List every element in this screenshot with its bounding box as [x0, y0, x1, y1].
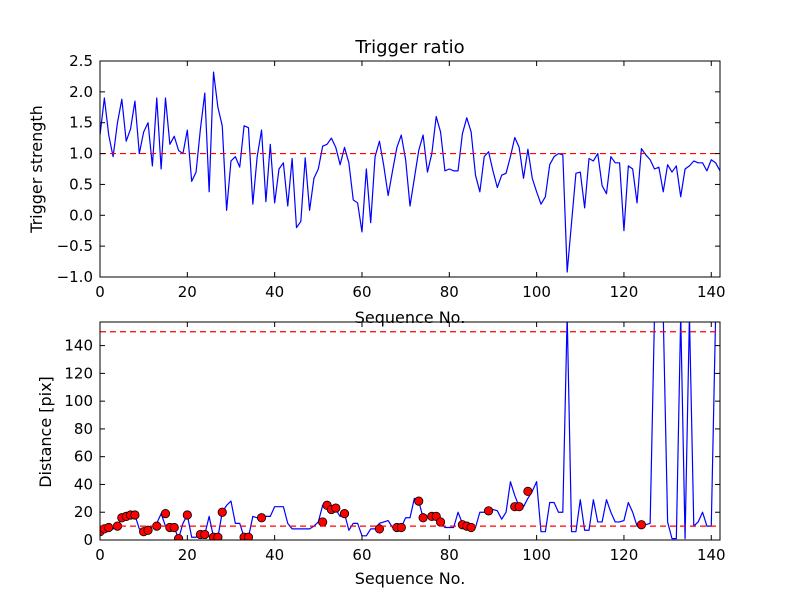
y-tick-label: 20 [74, 503, 93, 521]
x-tick-label: 120 [610, 283, 639, 301]
clipped-series [100, 322, 720, 540]
marked-point [331, 503, 341, 513]
y-tick-label: 1.0 [69, 145, 93, 163]
marked-point [173, 534, 184, 540]
series-layer [100, 322, 720, 540]
y-tick-label: −1.0 [57, 268, 93, 286]
x-tick-label: 80 [440, 546, 459, 564]
y-tick-label: 1.5 [69, 114, 93, 132]
marked-point [374, 524, 385, 534]
plot-area: 0 20 40 60 80 100 120 140 −1.0 −0.5 0.0 0.5 1.0 1.5 2.… [57, 52, 726, 301]
marked-point [130, 510, 140, 520]
y-tick-label: 80 [74, 420, 93, 438]
y-tick-label: 2.5 [69, 52, 93, 70]
y-axis-label: Distance [pix] [36, 376, 55, 488]
x-tick-label: 0 [95, 283, 105, 301]
x-axis-label: Sequence No. [355, 308, 466, 327]
marked-point [435, 517, 446, 527]
y-tick-label: 100 [64, 392, 93, 410]
x-tick-label: 100 [522, 546, 551, 564]
y-tick-label: 0.0 [69, 206, 93, 224]
series-layer [100, 71, 720, 273]
x-tick-label: 20 [178, 283, 197, 301]
marked-point [182, 510, 192, 520]
x-tick-label: 60 [352, 283, 371, 301]
y-tick-label: −0.5 [57, 237, 93, 255]
plot-area: 0 20 40 60 80 100 120 140 0 20 40 60 80 100 120 140 [64, 321, 726, 564]
marked-point [514, 502, 524, 512]
y-tick-label: 0.5 [69, 175, 93, 193]
x-tick-label: 80 [440, 283, 459, 301]
marked-point [339, 509, 350, 519]
y-tick-label: 0 [83, 531, 93, 549]
x-tick-label: 120 [610, 546, 639, 564]
marked-point [256, 513, 267, 523]
marked-point [418, 513, 428, 523]
y-tick-label: 40 [74, 475, 93, 493]
ticks-layer: 0 20 40 60 80 100 120 140 −1.0 −0.5 0.0 0.5 1.0 1.5 2.… [57, 52, 726, 301]
x-tick-label: 100 [522, 283, 551, 301]
marked-point [143, 525, 153, 535]
marked-point [466, 522, 476, 533]
y-tick-label: 60 [74, 448, 93, 466]
marked-point [169, 522, 179, 533]
marked-point [243, 532, 254, 540]
marked-point [160, 509, 171, 519]
chart-title: Trigger ratio [354, 37, 464, 58]
x-tick-label: 140 [697, 283, 726, 301]
x-tick-label: 0 [95, 546, 105, 564]
x-tick-label: 20 [178, 546, 197, 564]
marked-point [217, 507, 227, 517]
marked-point [213, 532, 223, 540]
marked-point [104, 522, 114, 533]
trigger-ratio-subplot: Trigger ratio 0 20 40 60 80 100 120 140 −1.0 −0.5… [27, 37, 726, 327]
marked-point [396, 522, 406, 533]
x-tick-label: 40 [265, 546, 284, 564]
y-tick-label: 120 [64, 364, 93, 382]
marked-point [318, 517, 328, 527]
marked-point [414, 496, 424, 506]
y-tick-label: 2.0 [69, 83, 93, 101]
trigger-strength-line [100, 71, 720, 273]
ticks-layer: 0 20 40 60 80 100 120 140 0 20 40 60 80 100 120 140 [64, 322, 726, 564]
y-axis-label: Trigger strength [27, 105, 46, 234]
x-tick-label: 140 [697, 546, 726, 564]
x-tick-label: 40 [265, 283, 284, 301]
axes-frame [99, 60, 721, 278]
clipped-series [100, 71, 720, 273]
x-axis-label: Sequence No. [355, 569, 466, 588]
marked-point [636, 520, 647, 530]
distance-subplot: 0 20 40 60 80 100 120 140 0 20 40 60 80 100 120 140 Seq… [36, 321, 726, 588]
marked-point [200, 529, 210, 540]
y-tick-label: 140 [64, 337, 93, 355]
x-tick-label: 60 [352, 546, 371, 564]
axes-frame [99, 321, 721, 541]
marked-point [523, 486, 533, 497]
marked-point [483, 506, 494, 516]
